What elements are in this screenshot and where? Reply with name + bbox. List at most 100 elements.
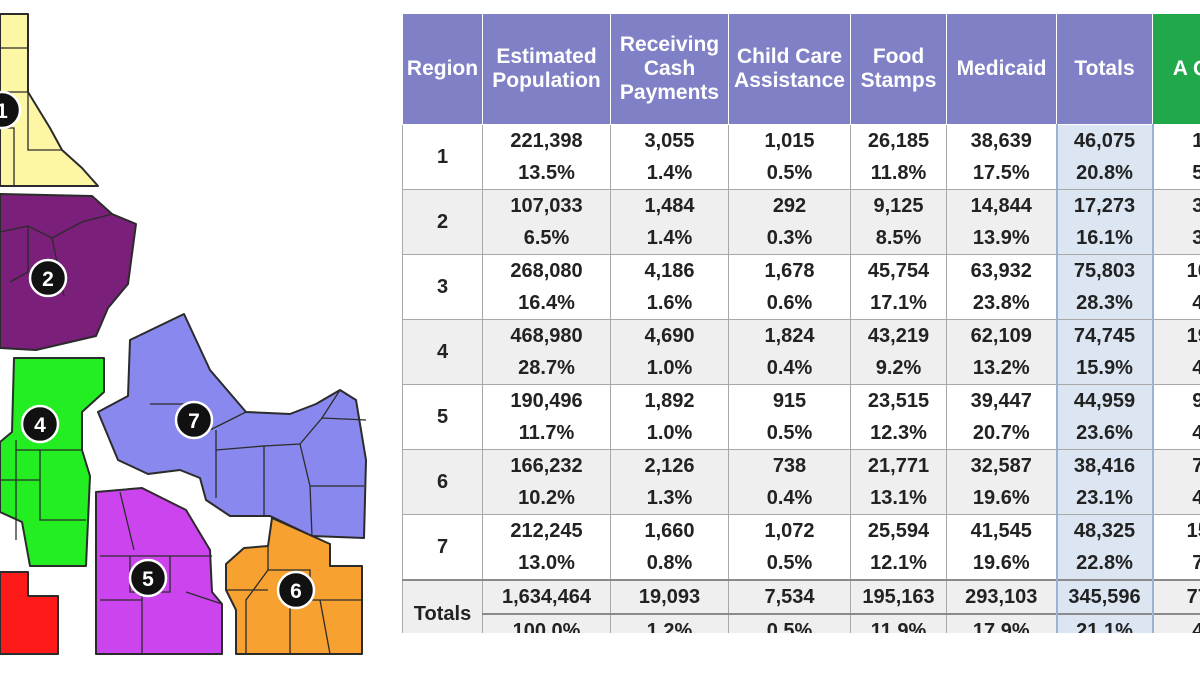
count-cell: 10 [1152, 254, 1200, 287]
table-row: 10.2% 1.3% 0.4% 13.1% 19.6% 23.1% 4 [403, 482, 1200, 515]
count-cell: 1,824 [728, 319, 851, 352]
map-region-4-shape [0, 357, 105, 567]
count-cell: 62,109 [946, 319, 1057, 352]
count-cell: 1 [1152, 124, 1200, 157]
percent-cell: 20.8% [1055, 157, 1154, 190]
count-cell: 17,273 [1055, 189, 1154, 222]
map-region-4 [0, 357, 105, 567]
count-cell: 738 [728, 449, 851, 482]
count-cell: 468,980 [482, 319, 611, 352]
percent-cell: 5 [1152, 157, 1200, 190]
region-cell: 7 [402, 514, 483, 580]
count-cell: 268,080 [482, 254, 611, 287]
percent-cell: 23.8% [946, 287, 1057, 320]
count-cell: 45,754 [850, 254, 947, 287]
count-cell: 26,185 [850, 124, 947, 157]
percent-cell: 4 [1152, 352, 1200, 385]
map-region-2-shape [0, 193, 137, 351]
svg-text:1: 1 [0, 100, 8, 123]
count-cell: 7 [1152, 449, 1200, 482]
idaho-regions-map: 1 2 4 7 5 6 [0, 13, 367, 655]
region-cell: 5 [402, 384, 483, 450]
region-badge-1: 1 [0, 90, 22, 130]
percent-cell: 17.9% [946, 613, 1057, 633]
count-cell: 345,596 [1055, 579, 1154, 614]
count-cell: 63,932 [946, 254, 1057, 287]
assistance-table: Region Estimated Population Receiving Ca… [402, 13, 1200, 633]
table-row-group: Totals 1,634,464 19,093 7,534 195,163 293,103… [402, 579, 1200, 633]
header-totals: Totals [1056, 13, 1153, 125]
percent-cell: 23.1% [1055, 482, 1154, 515]
count-cell: 38,639 [946, 124, 1057, 157]
count-cell: 1,072 [728, 514, 851, 547]
count-cell: 2,126 [610, 449, 729, 482]
percent-cell: 0.5% [728, 613, 851, 633]
region-cell: 1 [402, 124, 483, 190]
region-badge-4: 4 [20, 404, 60, 444]
percent-cell: 20.7% [946, 417, 1057, 450]
percent-cell: 13.1% [850, 482, 947, 515]
percent-cell: 16.1% [1055, 222, 1154, 255]
region-badges: 1 2 4 7 5 6 [0, 90, 316, 610]
percent-cell: 11.7% [482, 417, 611, 450]
percent-cell: 1.4% [610, 157, 729, 190]
percent-cell: 4 [1152, 482, 1200, 515]
region-badge-5: 5 [128, 558, 168, 598]
region-badge-7: 7 [174, 400, 214, 440]
percent-cell: 10.2% [482, 482, 611, 515]
table-row: 6.5% 1.4% 0.3% 8.5% 13.9% 16.1% 3 [403, 222, 1200, 255]
table-row: 100.0% 1.2% 0.5% 11.9% 17.9% 21.1% 4 [403, 613, 1200, 633]
table-row-group: 5 190,496 1,892 915 23,515 39,447 44,959 9 11.7%… [402, 384, 1200, 450]
percent-cell: 0.4% [728, 482, 851, 515]
svg-text:2: 2 [42, 268, 54, 291]
table-row-group: 7212,2451,6601,07225,59441,54548,3251513… [402, 514, 1200, 581]
percent-cell: 17.1% [850, 287, 947, 320]
region-badge-2: 2 [28, 258, 68, 298]
percent-cell: 1.3% [610, 482, 729, 515]
percent-cell: 13.2% [946, 352, 1057, 385]
percent-cell: 0.8% [610, 547, 729, 581]
table-row: 13.5% 1.4% 0.5% 11.8% 17.5% 20.8% 5 [403, 157, 1200, 190]
percent-cell: 0.6% [728, 287, 851, 320]
percent-cell: 13.0% [482, 547, 611, 581]
percent-cell: 7 [1152, 547, 1200, 581]
count-cell: 25,594 [850, 514, 947, 547]
count-cell: 32,587 [946, 449, 1057, 482]
percent-cell: 0.4% [728, 352, 851, 385]
count-cell: 7,534 [728, 579, 851, 614]
header-region: Region [402, 13, 483, 125]
percent-cell: 9.2% [850, 352, 947, 385]
table-row: 16.4% 1.6% 0.6% 17.1% 23.8% 28.3% 4 [403, 287, 1200, 320]
count-cell: 195,163 [850, 579, 947, 614]
count-cell: 4,186 [610, 254, 729, 287]
map-region-3-shape [0, 571, 59, 655]
percent-cell: 28.7% [482, 352, 611, 385]
map-region-1 [0, 13, 99, 187]
table-row-group: 6 166,232 2,126 738 21,771 32,587 38,416 7 10.2%… [402, 449, 1200, 515]
count-cell: 39,447 [946, 384, 1057, 417]
count-cell: 19 [1152, 319, 1200, 352]
percent-cell: 13.9% [946, 222, 1057, 255]
region-cell: Totals [402, 579, 483, 633]
count-cell: 1,484 [610, 189, 729, 222]
count-cell: 107,033 [482, 189, 611, 222]
percent-cell: 21.1% [1055, 613, 1154, 633]
percent-cell: 11.9% [850, 613, 947, 633]
table-row: 11.7% 1.0% 0.5% 12.3% 20.7% 23.6% 4 [403, 417, 1200, 450]
header-medicaid: Medicaid [946, 13, 1057, 125]
table-row: 1 221,398 3,055 1,015 26,185 38,639 46,075 1 [402, 124, 1200, 190]
count-cell: 1,678 [728, 254, 851, 287]
header-truncated: A Qu [1152, 13, 1200, 125]
region-cell: 6 [402, 449, 483, 515]
table-row: 28.7% 1.0% 0.4% 9.2% 13.2% 15.9% 4 [403, 352, 1200, 385]
percent-cell: 28.3% [1055, 287, 1154, 320]
count-cell: 221,398 [482, 124, 611, 157]
count-cell: 293,103 [946, 579, 1057, 614]
percent-cell: 1.0% [610, 417, 729, 450]
percent-cell: 17.5% [946, 157, 1057, 190]
percent-cell: 0.5% [728, 547, 851, 581]
count-cell: 75,803 [1055, 254, 1154, 287]
count-cell: 1,892 [610, 384, 729, 417]
count-cell: 15 [1152, 514, 1200, 547]
